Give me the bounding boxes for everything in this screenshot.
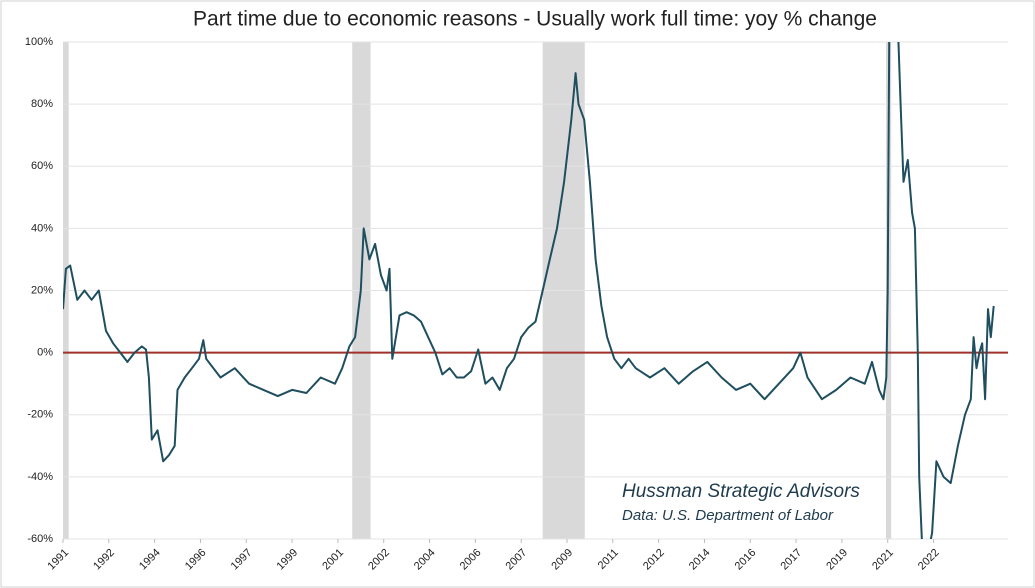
- y-tick-label: 100%: [25, 36, 53, 48]
- series-group: [63, 42, 995, 539]
- annotation: Hussman Strategic Advisors: [622, 481, 860, 502]
- y-tick-label: 0%: [37, 347, 53, 359]
- y-tick-label: 60%: [31, 160, 53, 172]
- y-tick-label: 40%: [31, 222, 53, 234]
- y-tick-label: -20%: [27, 409, 53, 421]
- annotation: Data: U.S. Department of Labor: [622, 507, 834, 524]
- y-tick-label: 80%: [31, 98, 53, 110]
- y-tick-label: -60%: [27, 533, 53, 545]
- data-line: [63, 42, 995, 539]
- y-tick-label: 20%: [31, 284, 53, 296]
- y-tick-label: -40%: [27, 471, 53, 483]
- chart-title: Part time due to economic reasons - Usua…: [193, 8, 877, 31]
